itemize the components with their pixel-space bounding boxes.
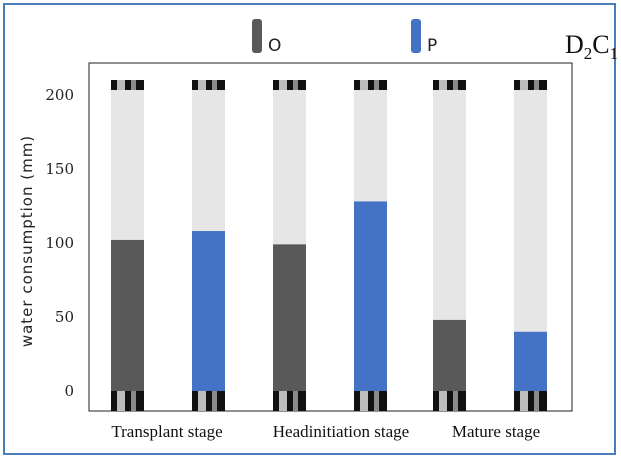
- bar-top-cap-highlight: [534, 80, 539, 90]
- x-axis: Transplant stage Headinitiation stage Matu…: [111, 422, 540, 441]
- bar-top-cap: [273, 80, 306, 90]
- bar-bottom-cap: [273, 391, 306, 411]
- bar-top-cap-highlight: [212, 80, 217, 90]
- bar-bottom-cap-highlight: [534, 391, 539, 411]
- bar-bottom-cap-highlight: [212, 391, 217, 411]
- bar-top-cap: [111, 80, 144, 90]
- bar-bottom-cap-highlight: [198, 391, 206, 411]
- bar-o-fill: [273, 244, 306, 391]
- panel-label: D2C1: [565, 30, 618, 63]
- legend-swatch-o: [252, 19, 262, 53]
- bar-top-cap-highlight: [520, 80, 528, 90]
- bar-bottom-cap: [354, 391, 387, 411]
- y-tick-label: 200: [45, 86, 74, 104]
- bar-bottom-cap: [111, 391, 144, 411]
- legend-label-o: O: [268, 36, 281, 56]
- bar-bottom-cap: [514, 391, 547, 411]
- bar-top-cap-highlight: [374, 80, 379, 90]
- x-category-label: Mature stage: [452, 422, 540, 441]
- bar-p-fill: [192, 231, 225, 391]
- bar-bottom-cap-highlight: [453, 391, 458, 411]
- bar-bottom-cap-highlight: [439, 391, 447, 411]
- bar-p-fill: [514, 331, 547, 391]
- bar-bottom-cap-highlight: [293, 391, 298, 411]
- bar-top-cap-highlight: [453, 80, 458, 90]
- bar-top-cap: [354, 80, 387, 90]
- bar-bottom-cap-highlight: [279, 391, 287, 411]
- legend-label-p: P: [427, 36, 437, 56]
- y-tick-label: 150: [45, 160, 74, 178]
- bar-bottom-cap: [192, 391, 225, 411]
- bar-bottom-cap-highlight: [131, 391, 136, 411]
- bar-tube: [273, 80, 306, 411]
- bar-bottom-cap: [433, 391, 466, 411]
- bars: [111, 80, 547, 411]
- bar-tube: [192, 80, 225, 411]
- y-axis: 0 50 100 150 200: [45, 86, 74, 400]
- bar-tube: [111, 80, 144, 411]
- bar-top-cap-highlight: [293, 80, 298, 90]
- bar-tube: [433, 80, 466, 411]
- y-tick-label: 50: [55, 308, 74, 326]
- x-category-label: Headinitiation stage: [273, 422, 409, 441]
- x-category-label: Transplant stage: [111, 422, 222, 441]
- bar-top-cap: [514, 80, 547, 90]
- bar-o-fill: [433, 319, 466, 391]
- y-axis-label: water consumption (mm): [18, 135, 36, 347]
- bar-top-cap-highlight: [131, 80, 136, 90]
- bar-p-fill: [354, 201, 387, 391]
- bar-top-cap-highlight: [279, 80, 287, 90]
- bar-top-cap-highlight: [360, 80, 368, 90]
- bar-top-cap-highlight: [117, 80, 125, 90]
- bar-tube: [514, 80, 547, 411]
- bar-bottom-cap-highlight: [360, 391, 368, 411]
- bar-bottom-cap-highlight: [374, 391, 379, 411]
- bar-top-cap-highlight: [198, 80, 206, 90]
- y-tick-label: 100: [45, 234, 74, 252]
- bar-tube: [354, 80, 387, 411]
- bar-o-fill: [111, 239, 144, 391]
- legend-swatch-p: [411, 19, 421, 53]
- panel-label-text: D2C1: [565, 30, 618, 63]
- bar-bottom-cap-highlight: [117, 391, 125, 411]
- bar-top-cap-highlight: [439, 80, 447, 90]
- bar-bottom-cap-highlight: [520, 391, 528, 411]
- plot-area: [88, 62, 573, 412]
- bar-top-cap: [192, 80, 225, 90]
- y-tick-label: 0: [64, 382, 74, 400]
- bar-top-cap: [433, 80, 466, 90]
